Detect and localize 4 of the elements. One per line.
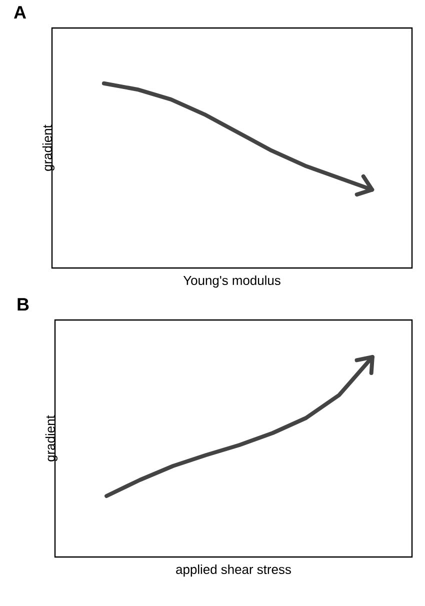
x-axis-title: applied shear stress <box>176 564 291 577</box>
x-axis-title: Young's modulus <box>183 276 280 288</box>
chart-title: A <box>14 6 26 18</box>
chart-title: B <box>18 298 29 310</box>
